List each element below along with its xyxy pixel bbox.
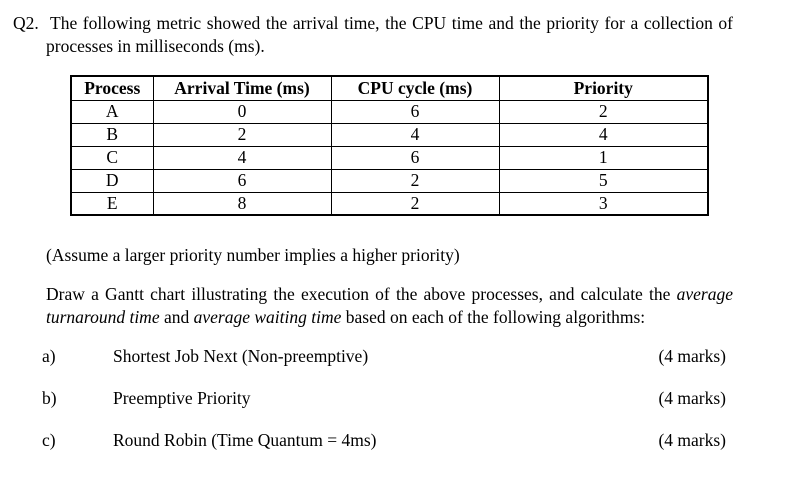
task-text-part1: Draw a Gantt chart illustrating the exec… — [46, 284, 671, 304]
task-paragraph: Draw a Gantt chart illustrating the exec… — [46, 283, 733, 329]
task-italic-turnaround: average turnaround time — [46, 284, 733, 327]
item-marks: (4 marks) — [658, 346, 726, 366]
cell-process: C — [70, 145, 154, 170]
cell-arrival: 8 — [152, 191, 332, 216]
table-row: A 0 6 2 — [70, 99, 709, 124]
header-priority: Priority — [498, 75, 709, 101]
cell-priority: 2 — [498, 99, 709, 124]
cell-priority: 3 — [498, 191, 709, 216]
cell-cpu: 2 — [330, 191, 500, 216]
cell-arrival: 6 — [152, 168, 332, 193]
cell-process: D — [70, 168, 154, 193]
header-arrival-time: Arrival Time (ms) — [152, 75, 332, 101]
item-marker: a) — [42, 346, 56, 366]
list-item-b: b) Preemptive Priority (4 marks) — [42, 387, 733, 410]
table-row: E 8 2 3 — [70, 191, 709, 216]
item-label: Round Robin (Time Quantum = 4ms) — [113, 430, 377, 450]
cell-process: B — [70, 122, 154, 147]
cell-priority: 1 — [498, 145, 709, 170]
cell-priority: 4 — [498, 122, 709, 147]
cell-process: A — [70, 99, 154, 124]
task-text-part2: based on each of the following algorithm… — [345, 307, 646, 327]
cell-arrival: 4 — [152, 145, 332, 170]
list-item-c: c) Round Robin (Time Quantum = 4ms) (4 m… — [42, 429, 733, 452]
table-header-row: Process Arrival Time (ms) CPU cycle (ms)… — [70, 75, 709, 101]
question-number: Q2. — [13, 13, 39, 33]
header-process: Process — [70, 75, 154, 101]
item-marker: c) — [42, 430, 56, 450]
item-marks: (4 marks) — [658, 430, 726, 450]
item-marks: (4 marks) — [658, 388, 726, 408]
item-label: Shortest Job Next (Non-preemptive) — [113, 346, 369, 366]
table-row: C 4 6 1 — [70, 145, 709, 170]
cell-cpu: 6 — [330, 99, 500, 124]
table-row: D 6 2 5 — [70, 168, 709, 193]
process-table: Process Arrival Time (ms) CPU cycle (ms)… — [70, 75, 709, 216]
item-marker: b) — [42, 388, 57, 408]
header-cpu-cycle: CPU cycle (ms) — [330, 75, 500, 101]
cell-cpu: 6 — [330, 145, 500, 170]
cell-priority: 5 — [498, 168, 709, 193]
assumption-note: (Assume a larger priority number implies… — [46, 245, 460, 265]
cell-cpu: 4 — [330, 122, 500, 147]
cell-process: E — [70, 191, 154, 216]
list-item-a: a) Shortest Job Next (Non-preemptive) (4… — [42, 345, 733, 368]
cell-arrival: 2 — [152, 122, 332, 147]
table-row: B 2 4 4 — [70, 122, 709, 147]
question-intro: The following metric showed the arrival … — [46, 13, 733, 56]
task-text-connector: and — [163, 307, 190, 327]
cell-cpu: 2 — [330, 168, 500, 193]
task-italic-waiting: average waiting time — [193, 307, 342, 327]
cell-arrival: 0 — [152, 99, 332, 124]
item-label: Preemptive Priority — [113, 388, 251, 408]
